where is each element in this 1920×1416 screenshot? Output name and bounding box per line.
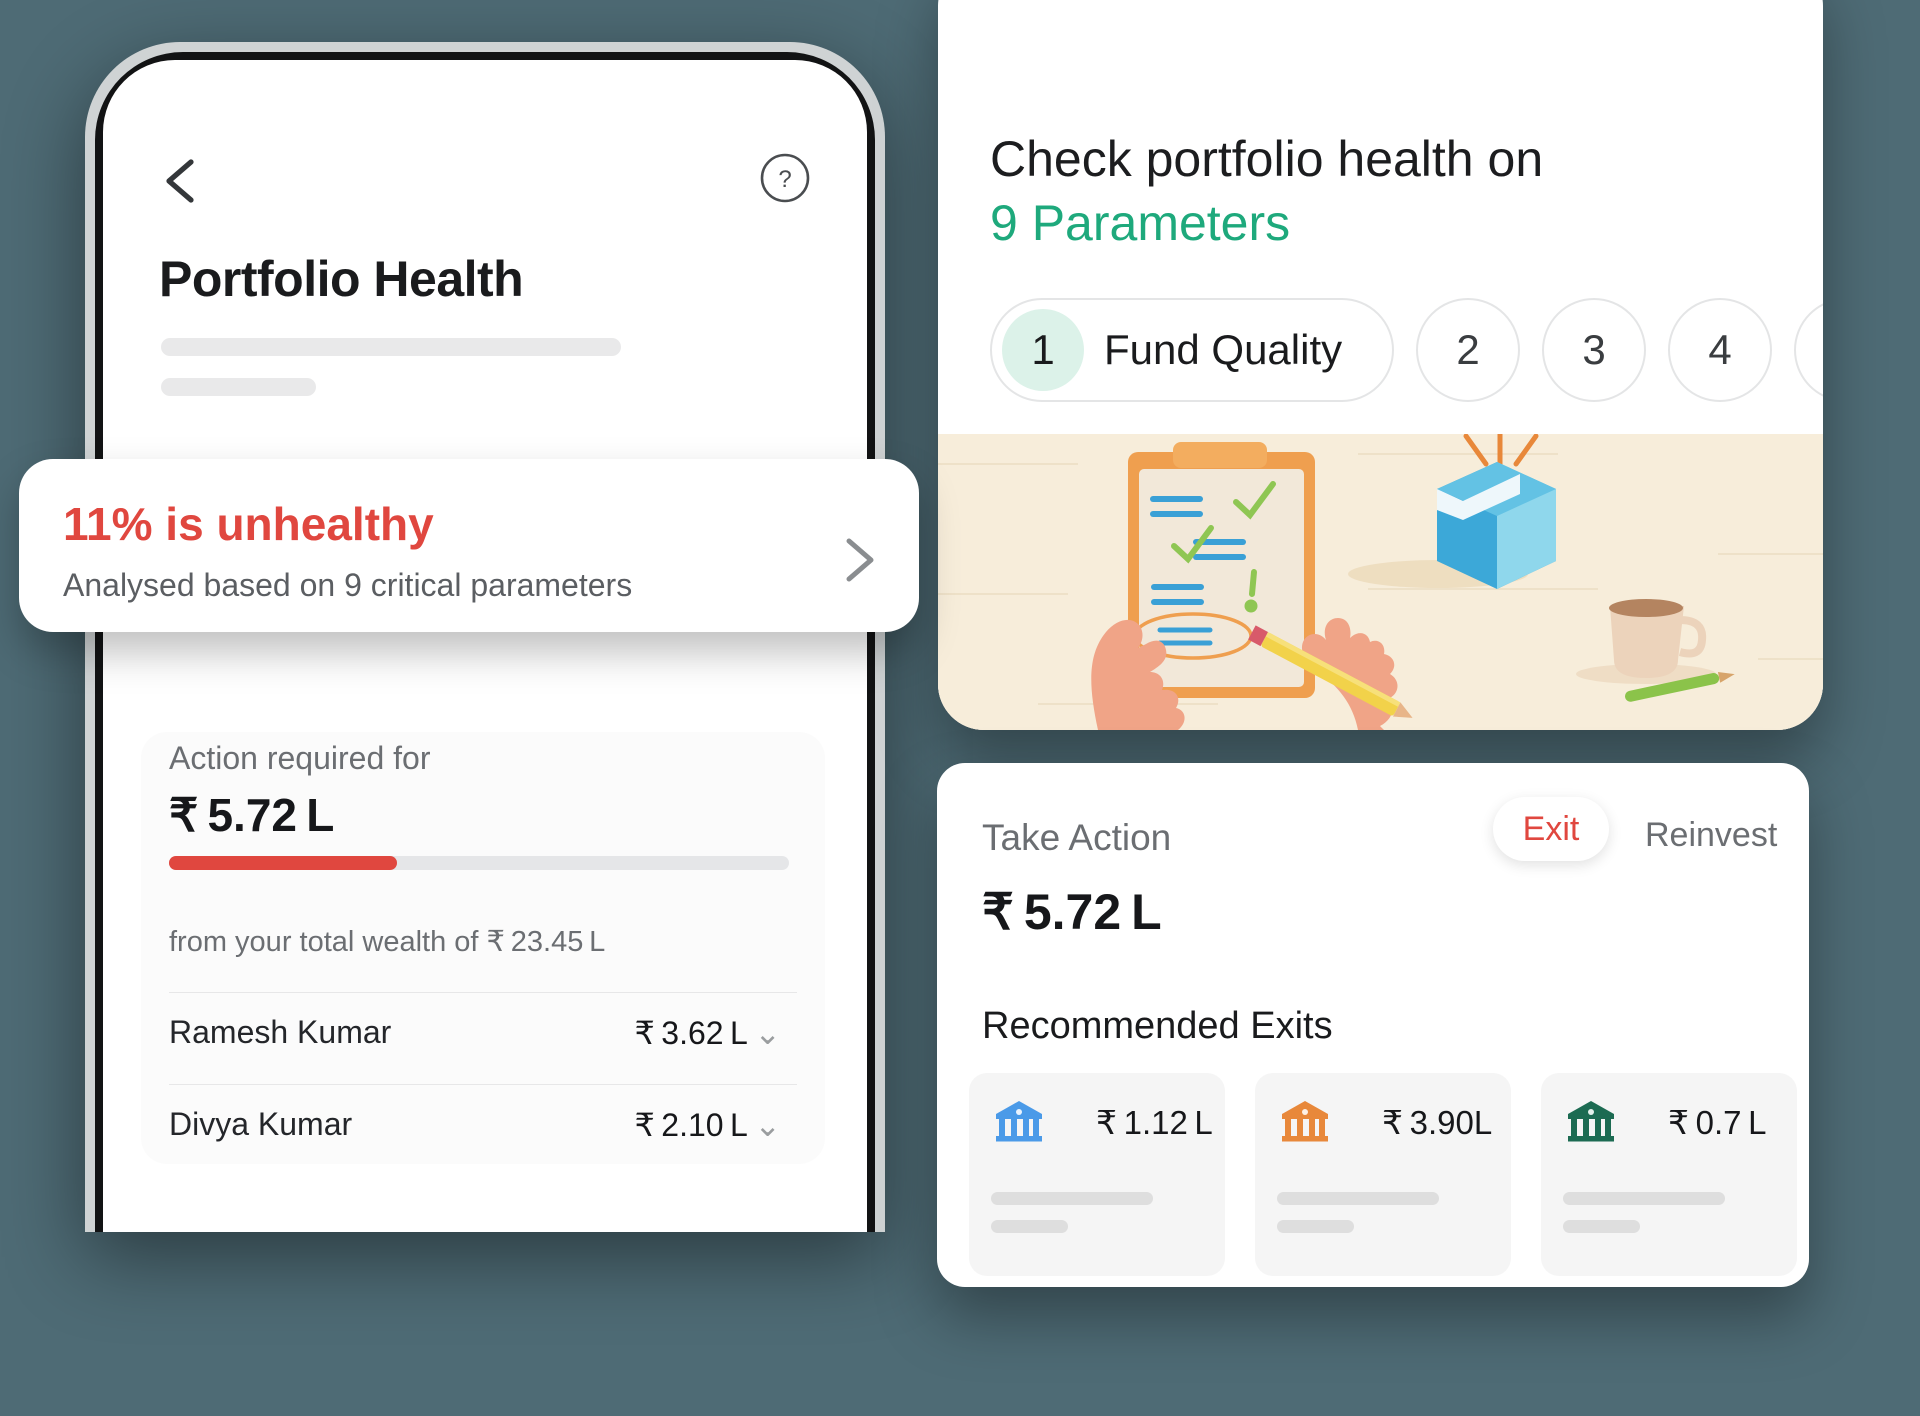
svg-text:?: ? — [778, 166, 791, 193]
